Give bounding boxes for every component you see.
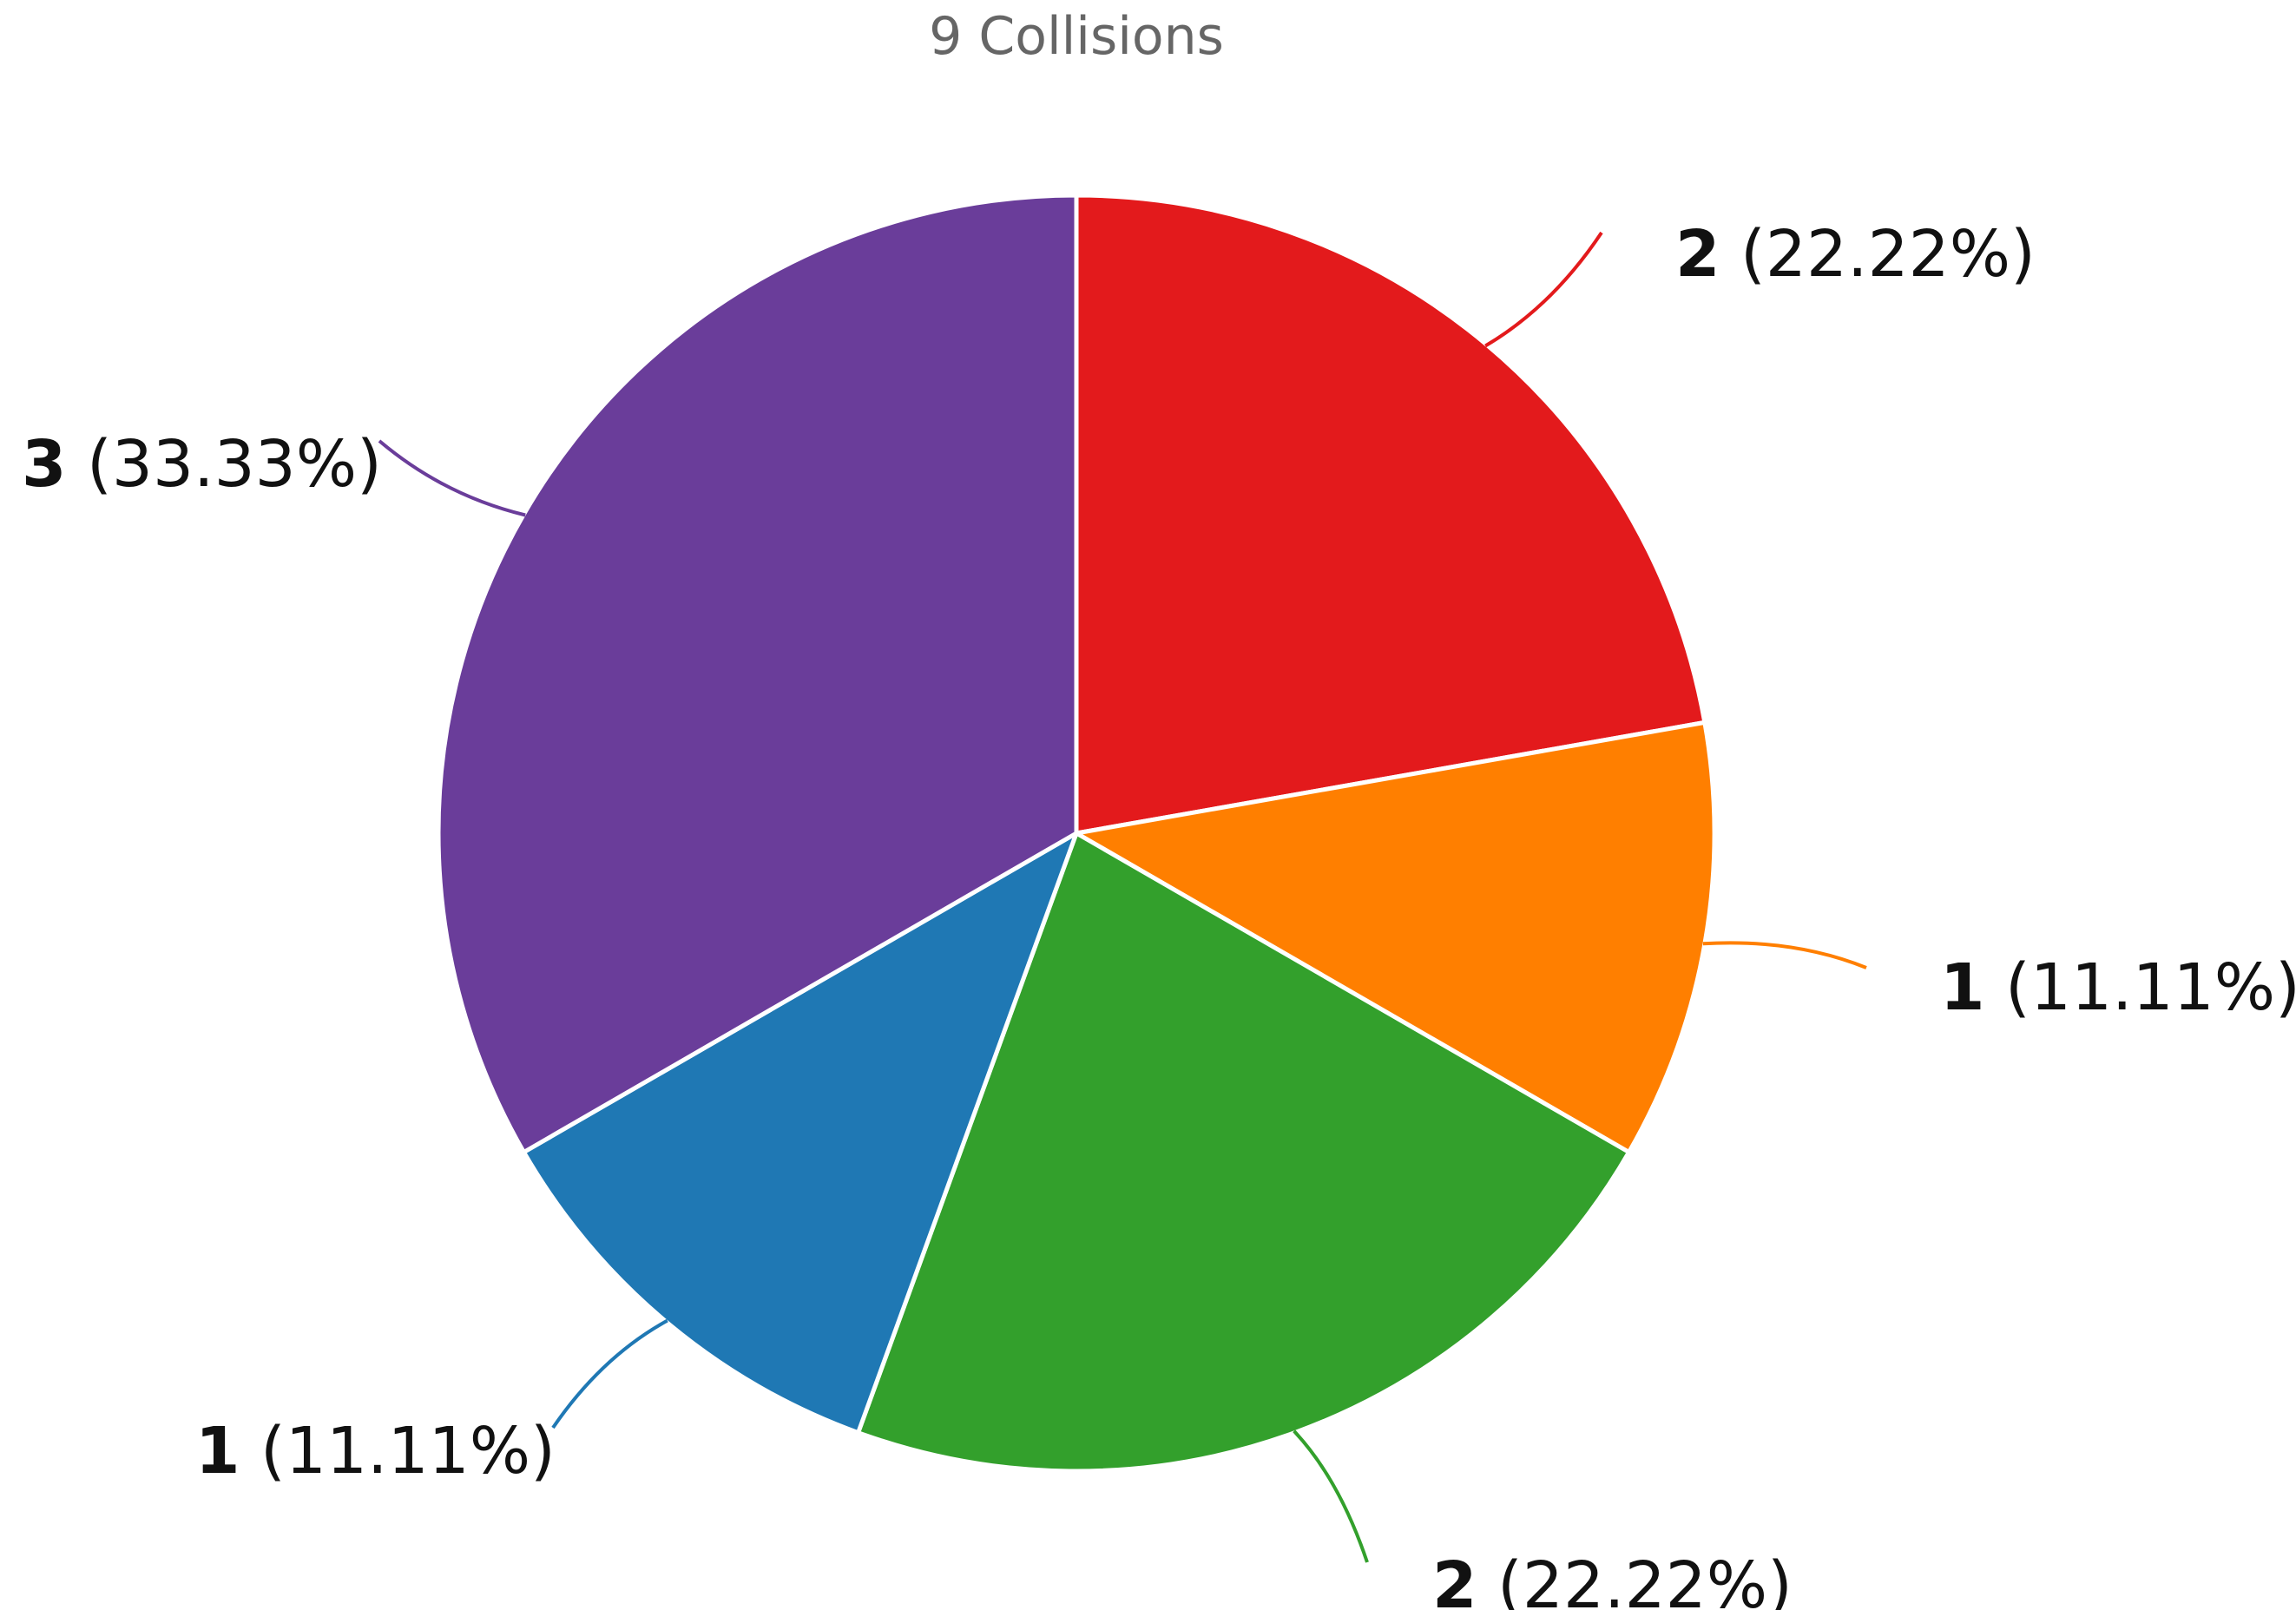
- slice-label-value: 3: [22, 427, 67, 502]
- slice-labels: 2 (22.22%) 1 (11.11%) 2 (22.22%) 1 (11.11%)…: [22, 217, 2296, 1610]
- leader-line-1: [1484, 231, 1603, 348]
- slice-label-5: 3 (33.33%): [22, 427, 382, 502]
- slice-label-percent: (11.11%): [240, 1414, 556, 1488]
- leader-line-3: [1293, 1429, 1369, 1563]
- slice-label-percent: (22.22%): [1477, 1548, 1793, 1610]
- slice-label-2: 1 (11.11%): [1940, 950, 2296, 1025]
- slice-label-percent: (11.11%): [1985, 950, 2296, 1025]
- slice-label-value: 2: [1432, 1548, 1477, 1610]
- slice-label-3: 2 (22.22%): [1432, 1548, 1793, 1610]
- leader-line-2: [1702, 941, 1867, 969]
- leader-lines: [378, 231, 1867, 1563]
- leader-line-5: [378, 439, 526, 517]
- slice-label-1: 2 (22.22%): [1675, 217, 2036, 292]
- slice-label-value: 2: [1675, 217, 1720, 292]
- slice-label-value: 1: [195, 1414, 240, 1488]
- pie-slices: [436, 193, 1717, 1474]
- slice-label-value: 1: [1940, 950, 1985, 1025]
- chart-title: 9 Collisions: [929, 6, 1224, 67]
- leader-line-4: [551, 1318, 668, 1429]
- slice-label-percent: (33.33%): [67, 427, 382, 502]
- slice-label-4: 1 (11.11%): [195, 1414, 556, 1488]
- slice-label-percent: (22.22%): [1720, 217, 2036, 292]
